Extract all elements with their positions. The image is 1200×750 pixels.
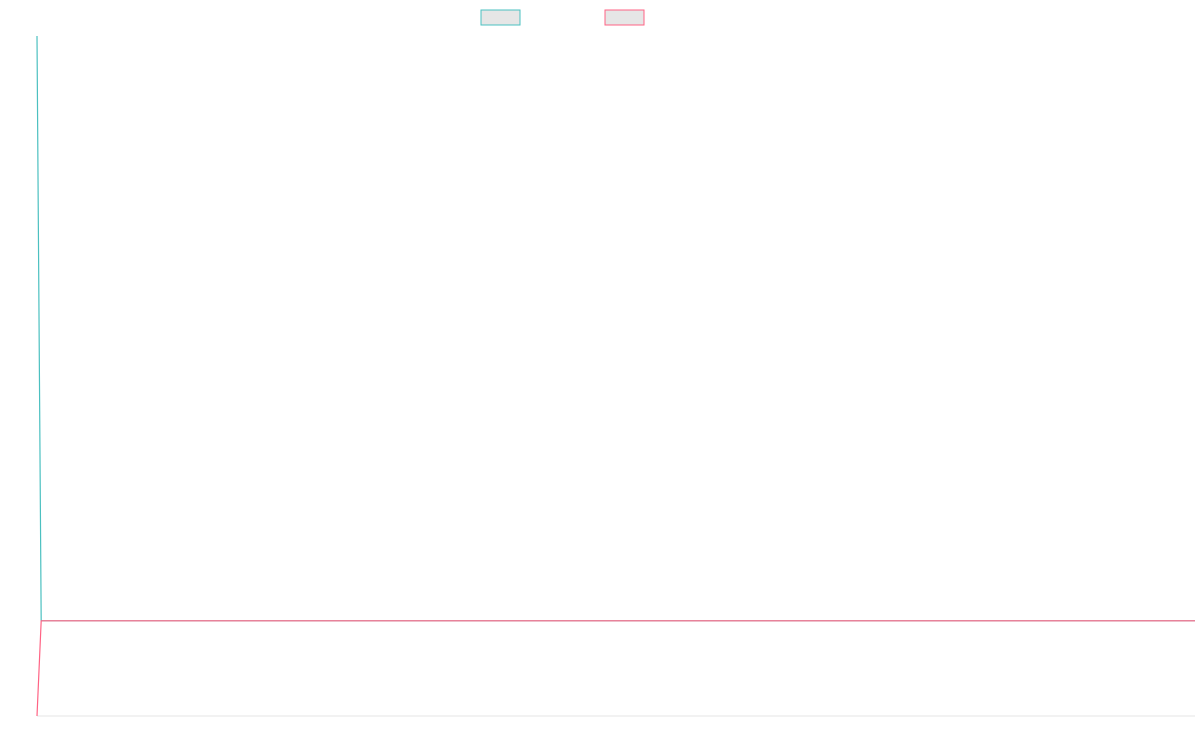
legend-item-2[interactable]: [604, 9, 645, 26]
series-line-2: [36, 620, 1195, 717]
chart-legend[interactable]: [480, 9, 645, 26]
legend-swatch-2: [604, 9, 645, 26]
plot-area: [36, 35, 1195, 717]
legend-item-1[interactable]: [480, 9, 521, 26]
series-line-1: [36, 35, 1195, 622]
legend-swatch-1: [480, 9, 521, 26]
